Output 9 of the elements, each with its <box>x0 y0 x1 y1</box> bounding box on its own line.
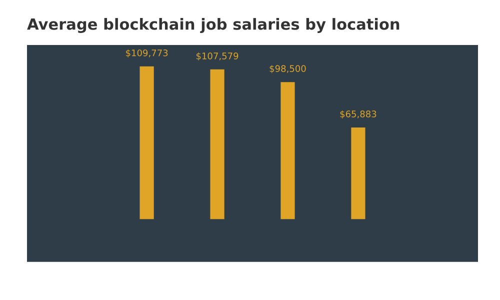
chart-title: Average blockchain job salaries by location <box>27 18 400 33</box>
data-label: $107,579 <box>196 52 238 61</box>
bar <box>210 69 224 220</box>
bar <box>351 127 366 220</box>
bar <box>140 66 154 220</box>
data-label: $98,500 <box>270 65 306 74</box>
data-label: $65,883 <box>340 110 376 119</box>
data-label: $109,773 <box>126 49 168 58</box>
bar <box>280 82 295 220</box>
